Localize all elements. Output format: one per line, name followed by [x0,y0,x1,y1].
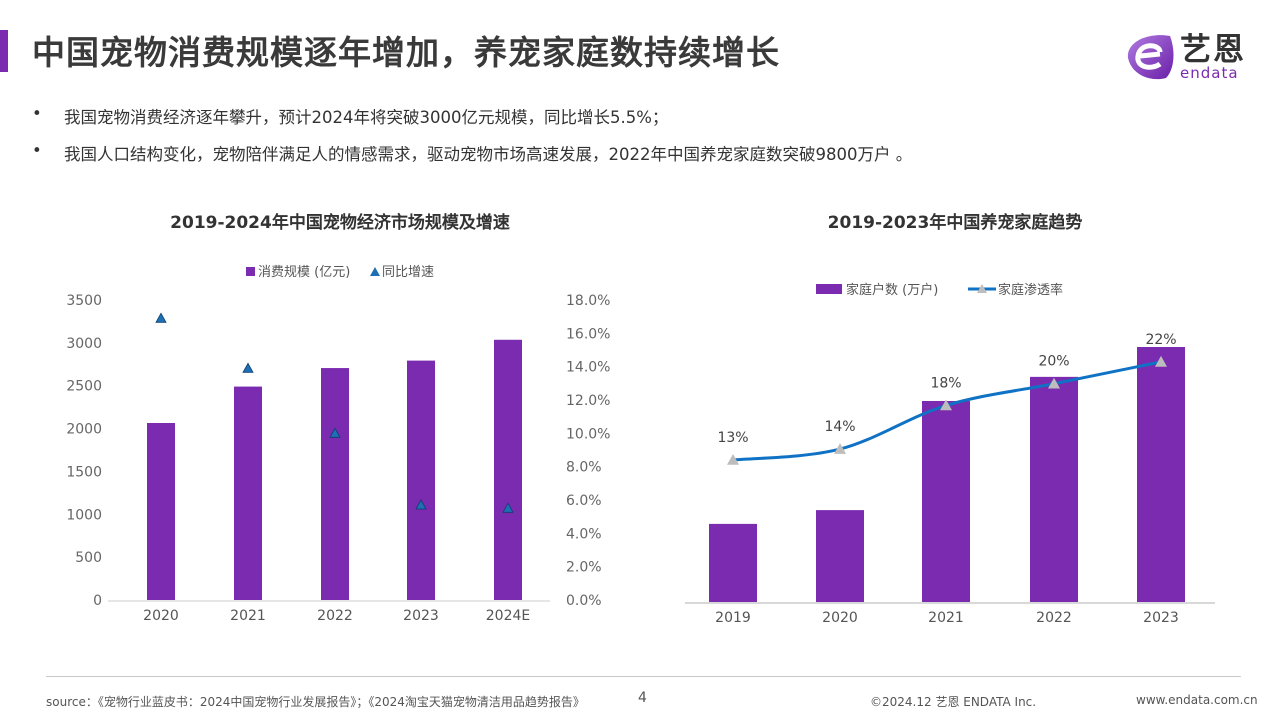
page-title: 中国宠物消费规模逐年增加，养宠家庭数持续增长 [32,33,780,72]
chart2-legend-line-label: 家庭渗透率 [998,282,1063,298]
footer-website: www.endata.com.cn [1136,693,1258,707]
chart1-x-label: 2020 [143,608,179,624]
chart2-x-label: 2019 [715,610,751,626]
chart1-bar-2023 [407,360,435,600]
chart2-x-label: 2022 [1036,610,1072,626]
chart1-legend-triangle-swatch [370,267,380,276]
chart1-right-tick: 6.0% [566,493,602,509]
chart2-bar-2020 [816,510,864,602]
chart2-penetration-marker-2023 [1155,355,1167,367]
chart1-left-tick: 2000 [66,422,102,438]
logo-text-cn: 艺恩 [1180,32,1246,68]
page-number: 4 [638,690,647,706]
chart2-data-label: 22% [1145,332,1176,348]
chart1-right-tick: 10.0% [566,426,610,442]
chart2-x-label: 2021 [928,610,964,626]
chart2-penetration-marker-2019 [727,454,739,465]
chart2-data-label: 20% [1038,354,1069,370]
bullet-dot: • [32,104,42,123]
chart1-bar-2024E [494,339,522,600]
chart1-growth-marker-2024E [502,502,514,513]
chart1-bar-2020 [147,423,175,600]
chart1-right-tick: 18.0% [566,293,610,309]
title-accent-bar [0,30,8,72]
chart1-legend-growth-label: 同比增速 [382,265,434,280]
chart1-x-label: 2021 [230,608,266,624]
chart2-bar-2023 [1137,347,1185,602]
chart2-bar-2019 [709,523,757,602]
chart2-legend-bar-swatch [816,284,842,294]
chart2-legend-bar-label: 家庭户数 (万户) [846,282,938,298]
chart2-x-label: 2020 [822,610,858,626]
chart2-penetration-marker-2020 [834,443,846,454]
chart1-legend-bar-label: 消费规模 (亿元) [258,265,350,280]
bullet-dot: • [32,141,42,160]
chart1-left-tick: 1500 [66,464,102,480]
bullet-text: 我国人口结构变化，宠物陪伴满足人的情感需求，驱动宠物市场高速发展，2022年中国… [64,145,913,164]
endata-logo-icon [1127,35,1174,80]
chart2-penetration-marker-2022 [1048,377,1060,389]
chart1-right-tick: 12.0% [566,393,610,409]
chart1-x-label: 2023 [403,608,439,624]
chart1-title: 2019-2024年中国宠物经济市场规模及增速 [170,212,510,233]
chart1-right-tick: 2.0% [566,560,602,576]
chart1-left-tick: 0 [93,593,102,609]
chart1-legend-bar-swatch [246,267,255,276]
chart1-left-tick: 1000 [66,507,102,523]
bullet-list: • 我国宠物消费经济逐年攀升，预计2024年将突破3000亿元规模，同比增长5.5… [32,104,912,178]
chart2-legend-line-marker [977,284,987,293]
chart2-title: 2019-2023年中国养宠家庭趋势 [828,212,1083,233]
bullet-text: 我国宠物消费经济逐年攀升，预计2024年将突破3000亿元规模，同比增长5.5%… [64,108,669,127]
bullet-item: • 我国人口结构变化，宠物陪伴满足人的情感需求，驱动宠物市场高速发展，2022年中… [32,141,912,178]
chart1-growth-marker-2023 [415,499,427,510]
chart2-data-label: 14% [824,419,855,435]
chart1-x-label: 2022 [317,608,353,624]
footer-source: source：《宠物行业蓝皮书：2024中国宠物行业发展报告》；《2024淘宝天… [46,695,585,709]
chart2-bar-2021 [922,400,970,602]
chart1-left-tick: 3000 [66,336,102,352]
bullet-item: • 我国宠物消费经济逐年攀升，预计2024年将突破3000亿元规模，同比增长5.5… [32,104,912,141]
endata-logo: 艺恩 endata [1122,28,1252,84]
chart1-bar-2021 [234,386,262,600]
chart1-left-tick: 2500 [66,379,102,395]
chart1-left-tick: 3500 [66,293,102,309]
chart1-bar-2022 [321,368,349,600]
chart1-right-tick: 8.0% [566,460,602,476]
chart1-right-tick: 0.0% [566,593,602,609]
chart2-bar-2022 [1030,376,1078,602]
footer-copyright: ©2024.12 艺恩 ENDATA Inc. [870,695,1037,709]
logo-text-en: endata [1180,64,1239,82]
chart2-x-label: 2023 [1143,610,1179,626]
chart2-penetration-marker-2021 [940,399,952,411]
chart2-data-label: 18% [930,376,961,392]
chart2-data-label: 13% [717,430,748,446]
chart1-right-tick: 16.0% [566,326,610,342]
chart1-right-tick: 14.0% [566,360,610,376]
footer-divider [46,676,1241,677]
chart1-x-label: 2024E [486,608,530,624]
chart1-growth-marker-2021 [242,362,254,373]
chart1-growth-marker-2022 [329,427,341,438]
chart1-right-tick: 4.0% [566,526,602,542]
chart1-left-tick: 500 [75,550,102,566]
chart1-growth-marker-2020 [155,312,167,323]
